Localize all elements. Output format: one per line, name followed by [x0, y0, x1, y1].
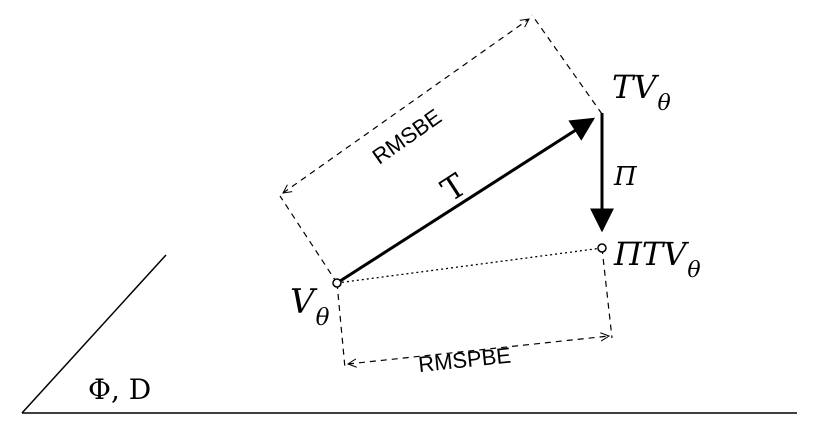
- rmspbe-label: RMSPBE: [417, 343, 512, 378]
- t-operator-label: T: [434, 166, 473, 210]
- pitv-theta-label: ΠTVθ: [613, 235, 701, 283]
- tv-theta-label: TVθ: [612, 68, 671, 116]
- t-operator-arrow: [336, 117, 596, 285]
- plane-label: Φ, D: [88, 373, 151, 406]
- v-theta-label: Vθ: [290, 282, 330, 331]
- rmsbe-arrow: [283, 19, 529, 193]
- rmsbe-label: RMSBE: [368, 104, 446, 169]
- pi-operator-label: Π: [613, 162, 638, 192]
- rmsbe-bracket: [279, 14, 603, 284]
- v-theta-point: [332, 278, 342, 288]
- rmspbe-bracket: [336, 247, 613, 369]
- plane-slanted-edge: [21, 254, 167, 414]
- pitv-theta-point: [597, 243, 607, 253]
- projection-dotted-line: [336, 247, 603, 284]
